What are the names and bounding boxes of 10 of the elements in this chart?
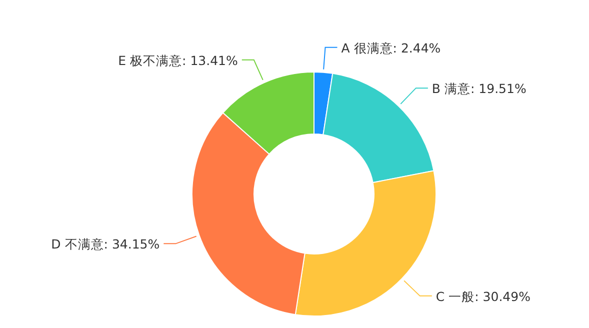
data-label: : 13.41% bbox=[182, 52, 238, 68]
data-label: : 19.51% bbox=[470, 81, 526, 96]
data-label: : 2.44% bbox=[392, 40, 441, 56]
slice-label: E 极不满意 bbox=[118, 52, 182, 68]
data-label: : 30.49% bbox=[474, 288, 531, 304]
data-label: : 34.15% bbox=[104, 236, 160, 252]
slice-label: C 一般 bbox=[436, 288, 475, 304]
slice-label: B 满意 bbox=[432, 81, 470, 96]
slice-label: D 不满意 bbox=[51, 236, 104, 252]
slice-label: A 很满意 bbox=[341, 40, 393, 56]
